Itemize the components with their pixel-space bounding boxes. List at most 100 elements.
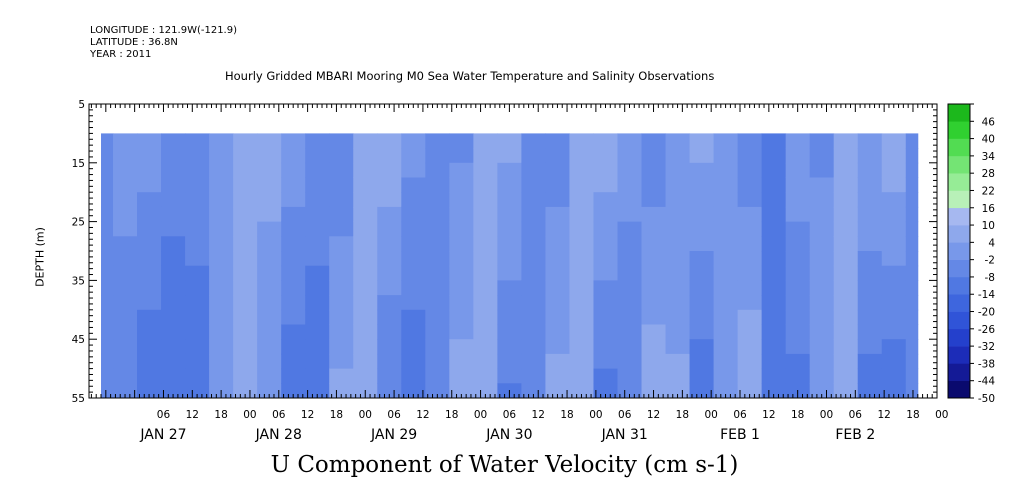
heatmap-cell (785, 339, 811, 355)
heatmap-cell (425, 148, 450, 164)
heatmap-cell (617, 368, 643, 384)
heatmap-cell (689, 265, 715, 281)
heatmap-cell (473, 353, 498, 370)
colorbar-swatch (948, 155, 970, 174)
heatmap-cell (785, 221, 811, 237)
heatmap-cell (905, 148, 919, 164)
heatmap-cell (329, 265, 354, 281)
heatmap-cell (545, 324, 570, 340)
heatmap-cell (185, 265, 210, 281)
heatmap-cell (713, 162, 739, 178)
heatmap-cell (617, 251, 643, 267)
heatmap-cell (497, 192, 522, 208)
heatmap-cell (137, 206, 162, 223)
heatmap-cell (209, 221, 234, 237)
heatmap-cell (713, 133, 739, 149)
heatmap-cell (473, 206, 498, 223)
heatmap-cell (569, 251, 594, 267)
heatmap-cell (737, 251, 763, 267)
x-hour-label: 12 (186, 409, 199, 421)
heatmap-cell (593, 353, 618, 370)
heatmap-cell (161, 192, 186, 208)
heatmap-cell (113, 353, 138, 370)
heatmap-cell (101, 339, 114, 355)
heatmap-cell (641, 162, 667, 178)
x-hour-label: 06 (849, 409, 863, 421)
y-tick-label: 45 (72, 334, 85, 346)
heatmap-cell (689, 192, 715, 208)
x-hour-label: 06 (157, 409, 171, 421)
heatmap-cell (473, 192, 498, 208)
heatmap-cell (761, 206, 787, 223)
heatmap-cell (473, 309, 498, 325)
heatmap-cell (881, 251, 907, 267)
heatmap-cell (641, 265, 667, 281)
heatmap-cell (257, 280, 282, 296)
heatmap-cell (689, 383, 715, 399)
heatmap-cell (161, 324, 186, 340)
heatmap-cell (761, 251, 787, 267)
x-hour-label: 18 (330, 409, 343, 421)
heatmap-cell (617, 177, 643, 193)
heatmap-cell (353, 324, 378, 340)
heatmap-cell (665, 383, 691, 399)
heatmap-cell (449, 133, 474, 149)
heatmap-cell (785, 324, 811, 340)
heatmap-cell (545, 368, 570, 384)
heatmap-cell (101, 251, 114, 267)
heatmap-cell (809, 251, 835, 267)
heatmap-cell (569, 280, 594, 296)
colorbar: 46 40 34 28 22 16 10 4 -2 -8 -14 -20 -26 -32 -38 -44 -50 (947, 103, 995, 405)
heatmap-cell (185, 251, 210, 267)
x-hour-label: 12 (877, 409, 890, 421)
heatmap-cell (713, 236, 739, 252)
heatmap-cell (185, 177, 210, 193)
heatmap-cell (329, 324, 354, 340)
heatmap-cell (617, 339, 643, 355)
heatmap-cell (401, 206, 426, 223)
heatmap-cell (881, 206, 907, 223)
heatmap-cell (329, 236, 354, 252)
heatmap-cell (881, 192, 907, 208)
heatmap-cell (233, 192, 258, 208)
heatmap-cell (857, 265, 883, 281)
heatmap-cell (713, 280, 739, 296)
heatmap-cell (401, 251, 426, 267)
heatmap-cell (305, 148, 330, 164)
heatmap-cell (665, 295, 691, 311)
heatmap-cell (833, 251, 859, 267)
heatmap-cell (809, 383, 835, 399)
heatmap-cell (713, 309, 739, 325)
heatmap-cell (497, 177, 522, 193)
heatmap-cell (161, 368, 186, 384)
heatmap-cell (353, 339, 378, 355)
heatmap-cell (905, 206, 919, 223)
heatmap-cell (569, 192, 594, 208)
heatmap-cell (233, 324, 258, 340)
heatmap-cell (905, 162, 919, 178)
heatmap-cell (545, 295, 570, 311)
heatmap-cell (497, 162, 522, 178)
heatmap-cell (881, 383, 907, 399)
heatmap-cell (137, 309, 162, 325)
heatmap-cell (545, 192, 570, 208)
heatmap-cell (905, 177, 919, 193)
colorbar-label: -32 (978, 341, 995, 353)
heatmap-cell (449, 383, 474, 399)
heatmap-cell (809, 324, 835, 340)
heatmap-cell (857, 133, 883, 149)
heatmap-cell (713, 148, 739, 164)
heatmap-cell (569, 133, 594, 149)
heatmap-cell (737, 324, 763, 340)
x-date-label: JAN 31 (601, 427, 648, 443)
x-hour-label: 06 (387, 409, 401, 421)
heatmap-cell (665, 236, 691, 252)
heatmap-cell (113, 251, 138, 267)
heatmap-cell (401, 353, 426, 370)
heatmap-cell (905, 133, 919, 149)
heatmap-cell (857, 353, 883, 370)
heatmap-cell (329, 383, 354, 399)
heatmap-cell (401, 177, 426, 193)
colorbar-swatch (948, 328, 970, 347)
heatmap-cell (233, 251, 258, 267)
